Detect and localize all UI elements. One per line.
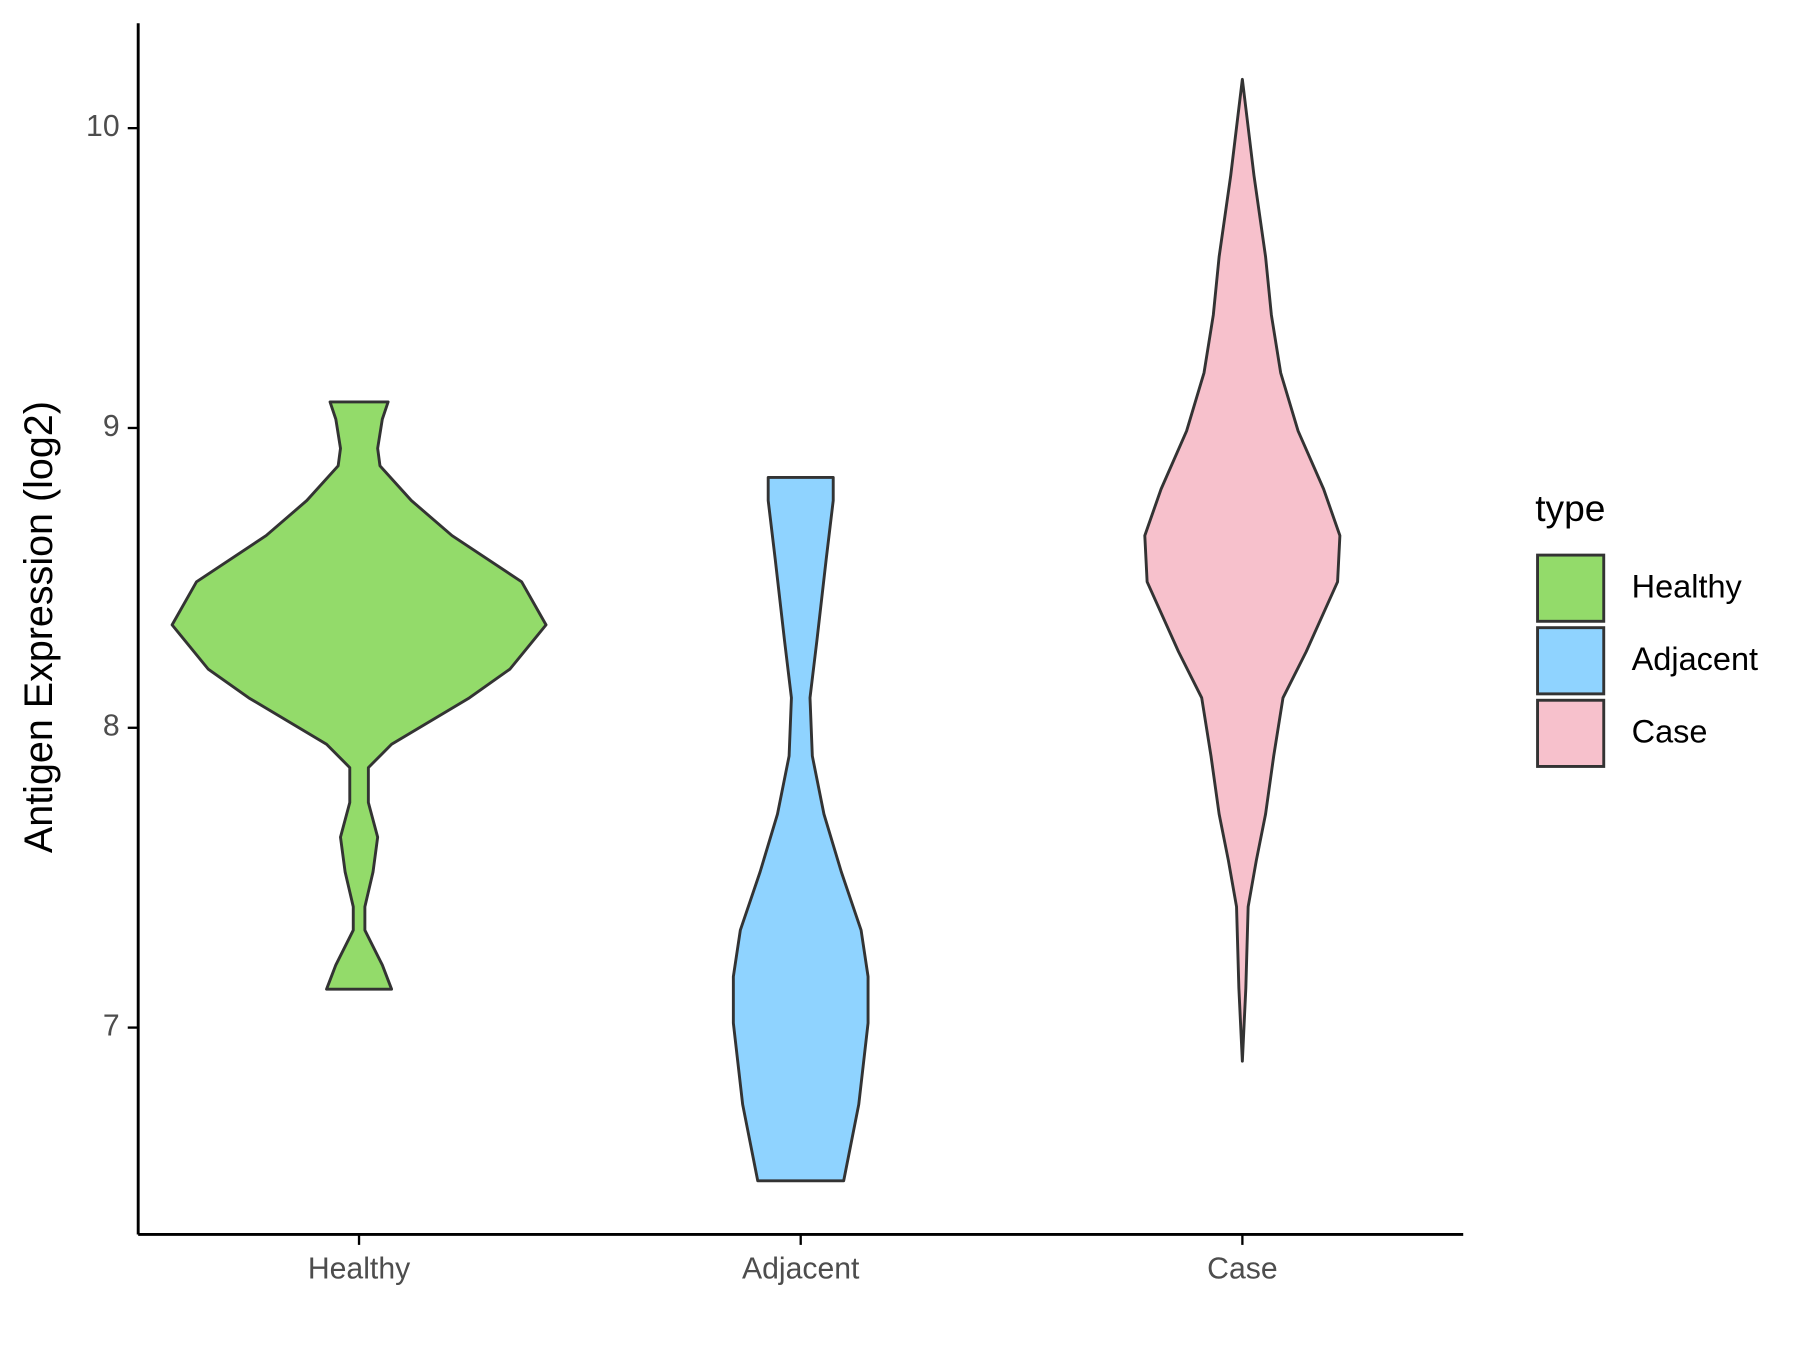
- legend-label: Healthy: [1632, 568, 1743, 604]
- y-axis-title: Antigen Expression (log2): [17, 401, 61, 853]
- legend-label: Adjacent: [1632, 641, 1758, 677]
- y-tick-label: 7: [103, 1010, 120, 1043]
- violin: [1143, 77, 1342, 1063]
- legend-key: [1536, 626, 1606, 696]
- x-tick-label: Healthy: [308, 1252, 411, 1285]
- violin: [731, 475, 870, 1183]
- x-tick-label: Case: [1207, 1252, 1277, 1285]
- y-tick-label: 10: [86, 110, 120, 143]
- violin: [170, 400, 548, 991]
- legend-label: Case: [1632, 714, 1708, 750]
- legend-key: [1536, 553, 1606, 623]
- legend-key: [1536, 698, 1606, 768]
- legend-title: type: [1535, 487, 1605, 529]
- y-tick-label: 8: [103, 710, 120, 743]
- x-tick-label: Adjacent: [742, 1252, 860, 1285]
- y-tick-label: 9: [103, 410, 120, 443]
